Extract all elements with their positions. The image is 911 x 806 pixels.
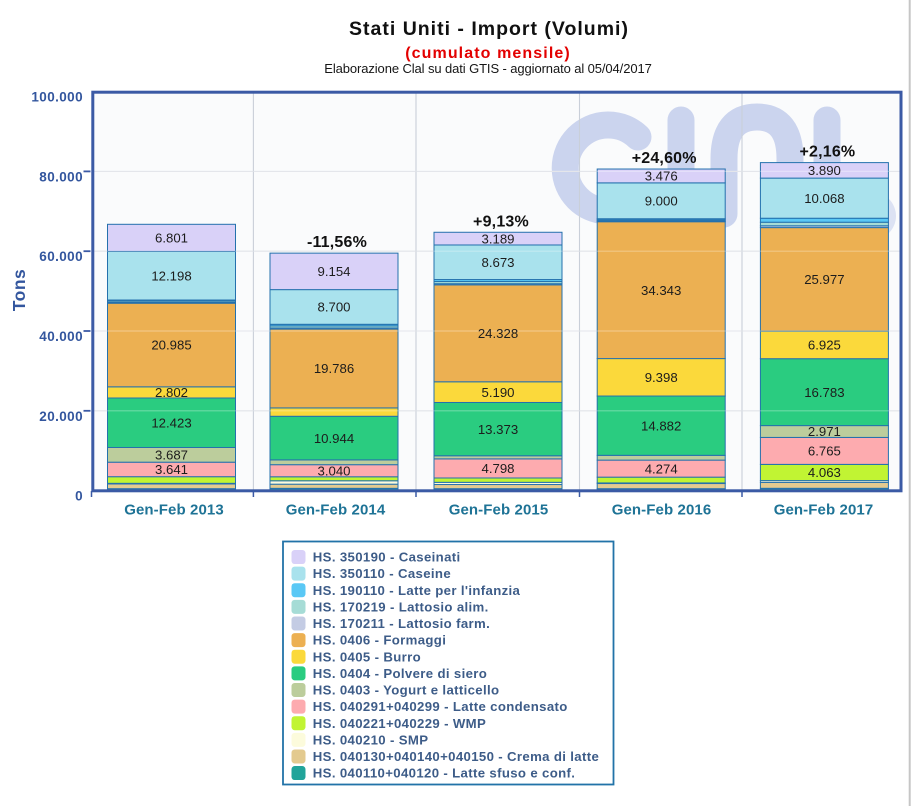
svg-text:Tons: Tons bbox=[9, 269, 29, 312]
svg-text:14.882: 14.882 bbox=[641, 418, 681, 433]
svg-text:3.189: 3.189 bbox=[481, 231, 514, 246]
svg-text:HS. 040210 - SMP: HS. 040210 - SMP bbox=[313, 732, 429, 747]
svg-text:Gen-Feb 2016: Gen-Feb 2016 bbox=[612, 502, 712, 519]
svg-text:8.700: 8.700 bbox=[317, 300, 350, 315]
svg-text:3.641: 3.641 bbox=[155, 462, 188, 477]
svg-text:HS. 190110 - Latte per l'infan: HS. 190110 - Latte per l'infanzia bbox=[313, 583, 521, 598]
svg-text:HS. 040291+040299 - Latte cond: HS. 040291+040299 - Latte condensato bbox=[313, 699, 568, 714]
svg-text:HS. 040110+040120 - Latte sfus: HS. 040110+040120 - Latte sfuso e conf. bbox=[313, 766, 576, 781]
svg-text:+9,13%: +9,13% bbox=[473, 213, 529, 230]
svg-text:12.423: 12.423 bbox=[151, 415, 191, 430]
svg-text:60.000: 60.000 bbox=[39, 249, 83, 264]
svg-text:HS. 170219 - Lattosio alim.: HS. 170219 - Lattosio alim. bbox=[313, 599, 489, 614]
svg-text:4.274: 4.274 bbox=[645, 461, 678, 476]
svg-text:HS. 350190 - Caseinati: HS. 350190 - Caseinati bbox=[313, 550, 461, 565]
svg-text:3.476: 3.476 bbox=[645, 169, 678, 184]
svg-text:Gen-Feb 2015: Gen-Feb 2015 bbox=[449, 502, 549, 519]
svg-text:2.802: 2.802 bbox=[155, 385, 188, 400]
svg-text:16.783: 16.783 bbox=[804, 385, 844, 400]
svg-text:24.328: 24.328 bbox=[478, 326, 518, 341]
svg-text:40.000: 40.000 bbox=[39, 329, 83, 344]
svg-text:10.944: 10.944 bbox=[314, 431, 354, 446]
svg-text:HS. 170211 - Lattosio farm.: HS. 170211 - Lattosio farm. bbox=[313, 616, 490, 631]
svg-text:HS. 350110 - Caseine: HS. 350110 - Caseine bbox=[313, 566, 451, 581]
svg-text:4.063: 4.063 bbox=[808, 465, 841, 480]
svg-text:20.985: 20.985 bbox=[151, 338, 191, 353]
svg-text:Gen-Feb 2014: Gen-Feb 2014 bbox=[286, 502, 386, 519]
svg-text:80.000: 80.000 bbox=[39, 169, 83, 184]
svg-text:9.398: 9.398 bbox=[645, 370, 678, 385]
svg-text:Gen-Feb 2013: Gen-Feb 2013 bbox=[124, 502, 224, 519]
svg-text:HS. 0405 - Burro: HS. 0405 - Burro bbox=[313, 649, 421, 664]
svg-text:20.000: 20.000 bbox=[39, 409, 83, 424]
svg-text:HS. 040130+040140+040150 - Cre: HS. 040130+040140+040150 - Crema di latt… bbox=[313, 749, 599, 764]
svg-text:+24,60%: +24,60% bbox=[632, 150, 697, 167]
svg-text:HS. 040221+040229 - WMP: HS. 040221+040229 - WMP bbox=[313, 716, 486, 731]
svg-text:Gen-Feb 2017: Gen-Feb 2017 bbox=[774, 502, 874, 519]
svg-text:9.000: 9.000 bbox=[645, 194, 678, 209]
svg-text:Stati Uniti - Import (Volumi): Stati Uniti - Import (Volumi) bbox=[349, 18, 629, 40]
svg-text:8.673: 8.673 bbox=[481, 255, 514, 270]
svg-text:10.068: 10.068 bbox=[804, 191, 844, 206]
svg-text:3.890: 3.890 bbox=[808, 163, 841, 178]
svg-text:19.786: 19.786 bbox=[314, 361, 354, 376]
svg-text:6.925: 6.925 bbox=[808, 338, 841, 353]
svg-text:100.000: 100.000 bbox=[31, 89, 83, 104]
svg-text:6.801: 6.801 bbox=[155, 231, 188, 246]
svg-text:5.190: 5.190 bbox=[481, 385, 514, 400]
svg-text:25.977: 25.977 bbox=[804, 272, 844, 287]
svg-text:12.198: 12.198 bbox=[151, 268, 191, 283]
svg-text:HS. 0404 - Polvere di siero: HS. 0404 - Polvere di siero bbox=[313, 666, 487, 681]
svg-text:0: 0 bbox=[75, 488, 83, 503]
svg-text:9.154: 9.154 bbox=[317, 264, 350, 279]
svg-text:(cumulato mensile): (cumulato mensile) bbox=[405, 45, 571, 62]
svg-text:HS. 0403 - Yogurt e latticello: HS. 0403 - Yogurt e latticello bbox=[313, 683, 500, 698]
svg-text:13.373: 13.373 bbox=[478, 422, 518, 437]
svg-text:6.765: 6.765 bbox=[808, 444, 841, 459]
svg-text:HS. 0406 - Formaggi: HS. 0406 - Formaggi bbox=[313, 633, 446, 648]
svg-text:3.687: 3.687 bbox=[155, 448, 188, 463]
svg-text:-11,56%: -11,56% bbox=[307, 234, 367, 251]
svg-text:34.343: 34.343 bbox=[641, 283, 681, 298]
svg-text:3.040: 3.040 bbox=[317, 463, 350, 478]
svg-text:Elaborazione Clal su dati GTIS: Elaborazione Clal su dati GTIS - aggiorn… bbox=[324, 61, 651, 76]
svg-text:4.798: 4.798 bbox=[481, 461, 514, 476]
svg-text:2.971: 2.971 bbox=[808, 424, 841, 439]
svg-text:+2,16%: +2,16% bbox=[799, 144, 855, 161]
